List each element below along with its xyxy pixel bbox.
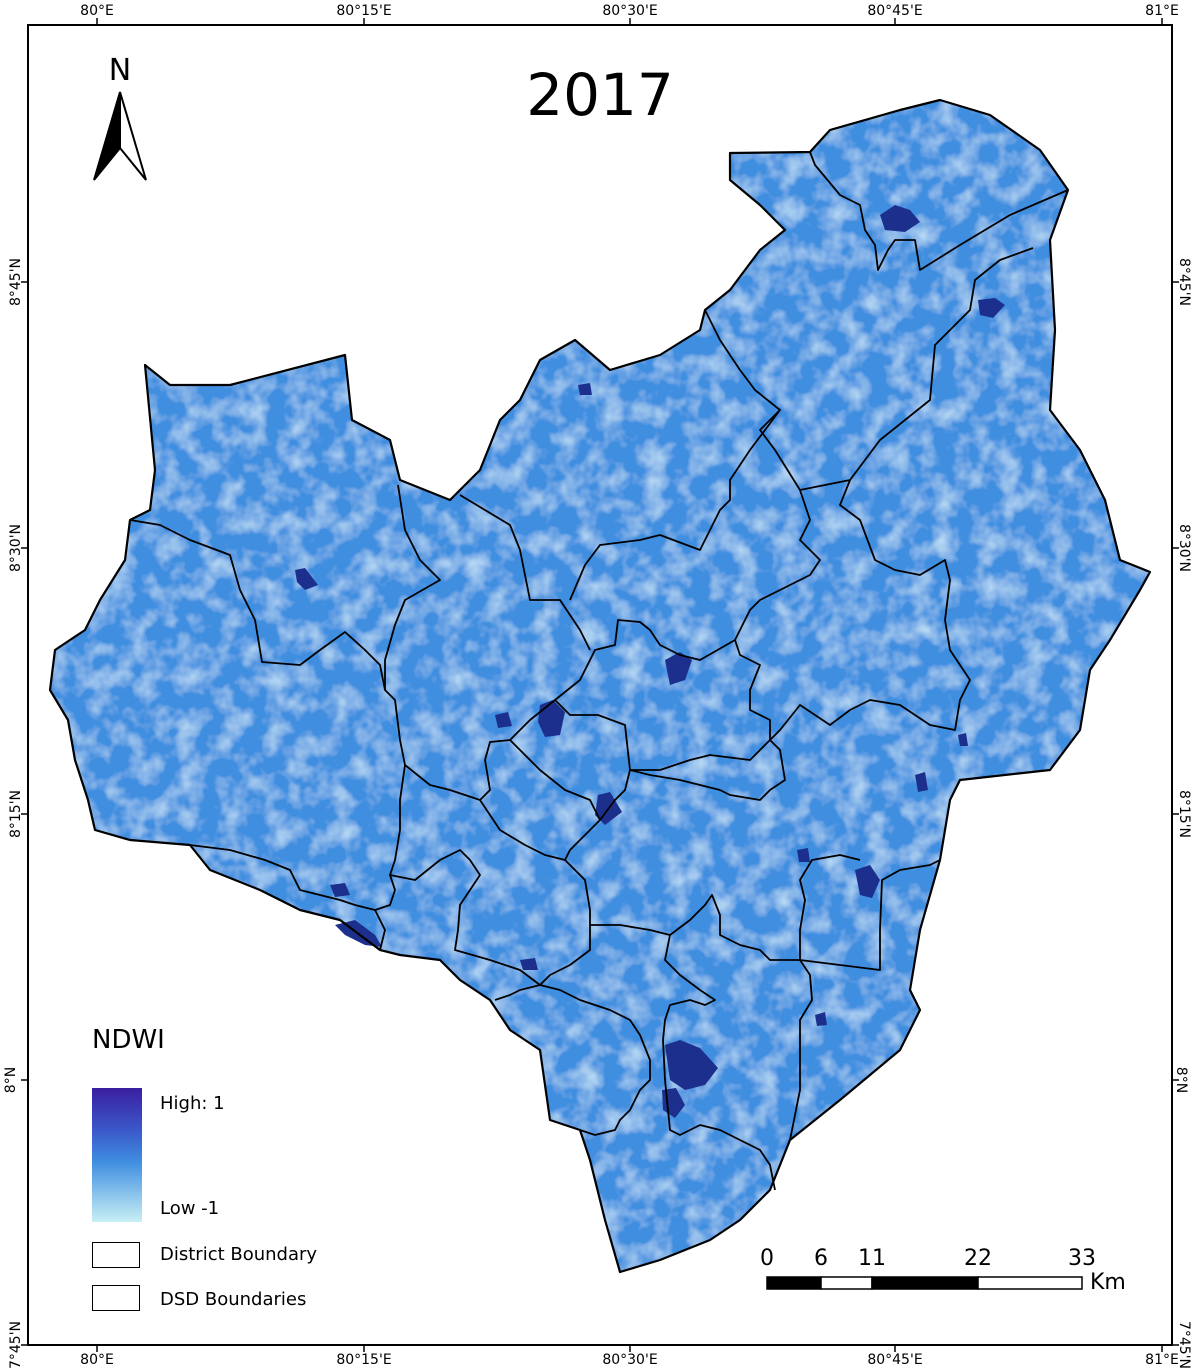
legend-high-label: High: 1: [160, 1093, 225, 1114]
scale-bar: [766, 1276, 1083, 1290]
lat-label-left-7-45n: 7°45'N: [8, 1320, 25, 1370]
scale-label-6: 6: [814, 1246, 828, 1271]
lon-label-bottom-81e: 81°E: [1145, 1352, 1179, 1368]
scale-label-22: 22: [964, 1246, 992, 1271]
map-frame: [27, 24, 1173, 1346]
legend-low-label: Low -1: [160, 1198, 220, 1219]
legend-district-boundary-swatch: [92, 1242, 140, 1268]
district-boundary-outline: [48, 98, 1152, 1274]
lon-label-top-80e: 80°E: [80, 3, 114, 19]
lon-label-bottom-80-15e: 80°15'E: [336, 1352, 392, 1368]
legend-dsd-boundaries-swatch: [92, 1285, 140, 1311]
lon-label-bottom-80-30e: 80°30'E: [602, 1352, 658, 1368]
legend-dsd-boundaries-label: DSD Boundaries: [160, 1289, 307, 1310]
lat-label-right-8-30n: 8°30'N: [1176, 523, 1193, 573]
lon-label-bottom-80e: 80°E: [80, 1352, 114, 1368]
lon-label-top-80-15e: 80°15'E: [336, 3, 392, 19]
lat-label-right-7-45n: 7°45'N: [1176, 1320, 1193, 1370]
lat-label-left-8-45n: 8°45'N: [8, 257, 25, 307]
north-label: N: [108, 53, 132, 88]
scale-label-11: 11: [858, 1246, 886, 1271]
lat-label-right-8n: 8°N: [1173, 1066, 1190, 1094]
lon-label-top-81e: 81°E: [1145, 3, 1179, 19]
lat-label-right-8-15n: 8°15'N: [1176, 789, 1193, 839]
scale-label-0: 0: [760, 1246, 774, 1271]
lat-label-left-8-30n: 8°30'N: [8, 523, 25, 573]
lon-label-top-80-45e: 80°45'E: [867, 3, 923, 19]
lon-label-bottom-80-45e: 80°45'E: [867, 1352, 923, 1368]
scale-unit: Km: [1090, 1270, 1126, 1295]
district-area: [50, 100, 1150, 1272]
dsd-boundaries: [129, 151, 1069, 1191]
ndwi-color-ramp: [92, 1088, 142, 1222]
north-arrow-icon: [93, 91, 147, 181]
lat-label-left-8-15n: 8°15'N: [8, 789, 25, 839]
scale-label-33: 33: [1068, 1246, 1096, 1271]
lat-label-right-8-45n: 8°45'N: [1176, 257, 1193, 307]
legend-title: NDWI: [92, 1025, 165, 1055]
lon-label-top-80-30e: 80°30'E: [602, 3, 658, 19]
legend-district-boundary-label: District Boundary: [160, 1244, 318, 1265]
map-title: 2017: [526, 61, 674, 129]
lat-label-left-8n: 8°N: [3, 1066, 20, 1094]
north-arrow: N: [92, 55, 148, 185]
graticule-ticks: [21, 18, 1179, 1352]
